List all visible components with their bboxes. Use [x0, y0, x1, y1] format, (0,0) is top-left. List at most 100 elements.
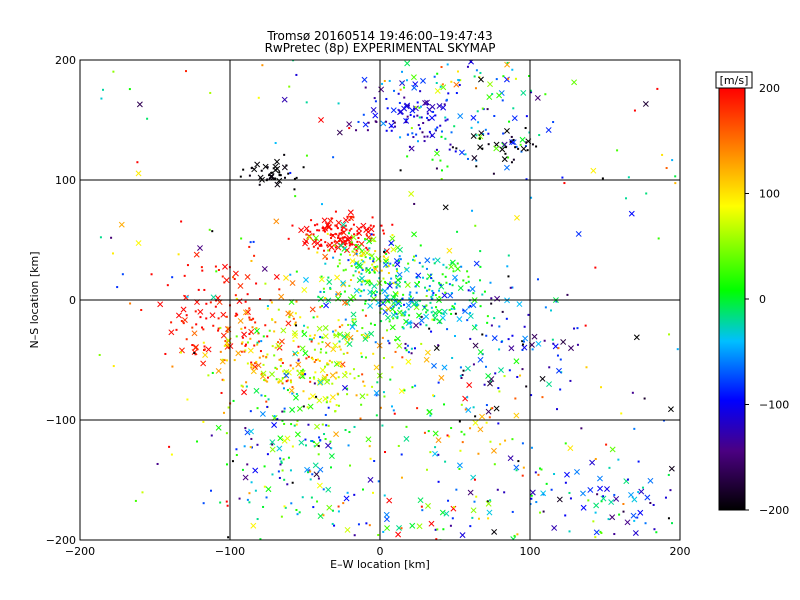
- scatter-dot-point: [202, 420, 205, 423]
- scatter-dot-point: [348, 241, 351, 244]
- scatter-dot-point: [327, 406, 330, 409]
- scatter-dot-point: [333, 240, 336, 243]
- scatter-dot-point: [324, 365, 327, 368]
- scatter-dot-point: [399, 88, 402, 91]
- scatter-dot-point: [568, 491, 571, 494]
- scatter-dot-point: [521, 340, 524, 343]
- scatter-dot-point: [406, 344, 409, 347]
- scatter-x-point: [510, 536, 517, 540]
- scatter-x-point: [301, 331, 308, 338]
- scatter-dot-point: [296, 419, 299, 422]
- scatter-dot-point: [313, 337, 316, 340]
- scatter-x-point: [404, 60, 411, 67]
- scatter-dot-point: [305, 444, 308, 447]
- scatter-dot-point: [168, 445, 171, 448]
- scatter-x-point: [350, 311, 357, 318]
- scatter-dot-point: [246, 498, 249, 501]
- scatter-x-point: [370, 106, 377, 113]
- scatter-dot-point: [550, 309, 553, 312]
- scatter-x-point: [340, 221, 347, 228]
- scatter-dot-point: [402, 327, 405, 330]
- scatter-x-point: [378, 86, 385, 93]
- scatter-dot-point: [420, 315, 423, 318]
- scatter-dot-point: [432, 258, 435, 261]
- scatter-dot-point: [257, 332, 260, 335]
- scatter-dot-point: [246, 293, 249, 296]
- scatter-dot-point: [322, 287, 325, 290]
- scatter-dot-point: [552, 121, 555, 124]
- scatter-dot-point: [388, 79, 391, 82]
- scatter-dot-point: [506, 540, 508, 542]
- scatter-dot-point: [217, 317, 220, 320]
- scatter-x-point: [403, 435, 410, 442]
- scatter-x-point: [306, 234, 313, 241]
- scatter-dot-point: [497, 387, 500, 390]
- scatter-dot-point: [439, 159, 442, 162]
- scatter-dot-point: [431, 318, 434, 321]
- scatter-dot-point: [421, 509, 424, 512]
- scatter-dot-point: [514, 77, 517, 80]
- scatter-dot-point: [661, 153, 664, 156]
- scatter-dot-point: [424, 286, 427, 289]
- scatter-dot-point: [316, 315, 319, 318]
- scatter-dot-point: [471, 209, 474, 212]
- scatter-dot-point: [338, 325, 341, 328]
- scatter-dot-point: [364, 269, 367, 272]
- scatter-dot-point: [430, 134, 433, 137]
- scatter-dot-point: [437, 381, 440, 384]
- scatter-dot-point: [297, 359, 300, 362]
- scatter-x-point: [278, 338, 285, 345]
- scatter-dot-point: [439, 85, 442, 88]
- scatter-dot-point: [294, 195, 297, 198]
- scatter-dot-point: [382, 530, 385, 533]
- scatter-x-point: [304, 466, 311, 473]
- scatter-x-point: [367, 289, 374, 296]
- scatter-dot-point: [226, 330, 229, 333]
- scatter-dot-point: [325, 424, 328, 427]
- scatter-dot-point: [454, 150, 457, 153]
- scatter-dot-point: [442, 528, 445, 531]
- scatter-dot-point: [136, 161, 139, 164]
- scatter-dot-point: [430, 295, 433, 298]
- scatter-dot-point: [321, 227, 324, 230]
- scatter-dot-point: [436, 126, 439, 129]
- scatter-dot-point: [266, 380, 269, 383]
- scatter-dot-point: [266, 353, 269, 356]
- scatter-dot-point: [393, 412, 396, 415]
- scatter-dot-point: [289, 364, 292, 367]
- scatter-dot-point: [522, 340, 525, 343]
- scatter-x-point: [302, 350, 309, 357]
- scatter-dot-point: [450, 307, 453, 310]
- scatter-dot-point: [279, 174, 282, 177]
- scatter-dot-point: [369, 457, 372, 460]
- scatter-dot-point: [416, 140, 419, 143]
- scatter-dot-point: [326, 232, 329, 235]
- scatter-dot-point: [430, 311, 433, 314]
- scatter-dot-point: [252, 240, 255, 243]
- scatter-x-point: [352, 250, 359, 257]
- scatter-dot-point: [569, 379, 572, 382]
- scatter-dot-point: [573, 327, 576, 330]
- scatter-dot-point: [394, 303, 397, 306]
- scatter-dot-point: [594, 457, 597, 460]
- scatter-dot-point: [489, 499, 492, 502]
- scatter-dot-point: [235, 312, 238, 315]
- scatter-dot-point: [602, 495, 605, 498]
- scatter-x-point: [494, 295, 501, 302]
- scatter-x-point: [471, 155, 478, 161]
- scatter-dot-point: [332, 156, 335, 159]
- scatter-x-point: [332, 342, 339, 349]
- scatter-dot-point: [253, 254, 256, 257]
- scatter-dot-point: [353, 425, 356, 428]
- scatter-x-point: [441, 308, 448, 315]
- scatter-dot-point: [292, 60, 295, 62]
- scatter-dot-point: [524, 127, 527, 130]
- scatter-dot-point: [360, 403, 363, 406]
- scatter-dot-point: [372, 352, 375, 355]
- scatter-dot-point: [671, 159, 674, 162]
- scatter-dot-point: [374, 100, 377, 103]
- scatter-dot-point: [243, 445, 246, 448]
- scatter-x-point: [560, 339, 567, 345]
- scatter-dot-point: [279, 365, 282, 368]
- scatter-dot-point: [312, 245, 315, 248]
